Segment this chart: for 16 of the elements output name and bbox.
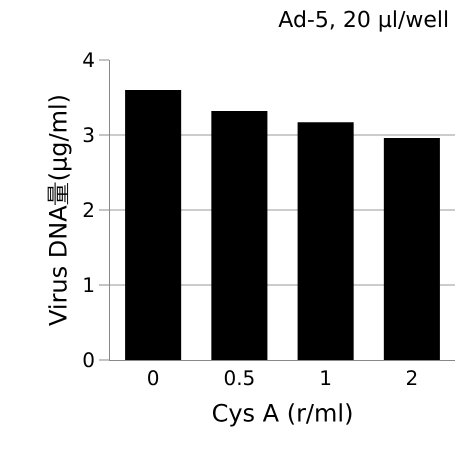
y-tick-label: 3 [82, 123, 95, 147]
y-tick-label: 2 [82, 198, 95, 222]
y-axis-title: Virus DNA量(μg/ml) [44, 94, 72, 326]
x-tick-label: 1 [319, 366, 332, 390]
bar [298, 122, 354, 360]
x-tick-label: 2 [406, 366, 418, 390]
bar [211, 111, 268, 360]
bar [125, 90, 182, 360]
y-tick-label: 0 [82, 348, 95, 372]
bar [384, 138, 440, 360]
x-axis-title: Cys A (r/ml) [212, 399, 354, 428]
y-tick-label: 4 [82, 48, 95, 72]
x-tick-label: 0 [146, 366, 160, 390]
x-tick-label: 0.5 [223, 366, 256, 390]
chart-title: Ad-5, 20 μl/well [278, 8, 450, 34]
y-tick-label: 1 [82, 273, 95, 297]
